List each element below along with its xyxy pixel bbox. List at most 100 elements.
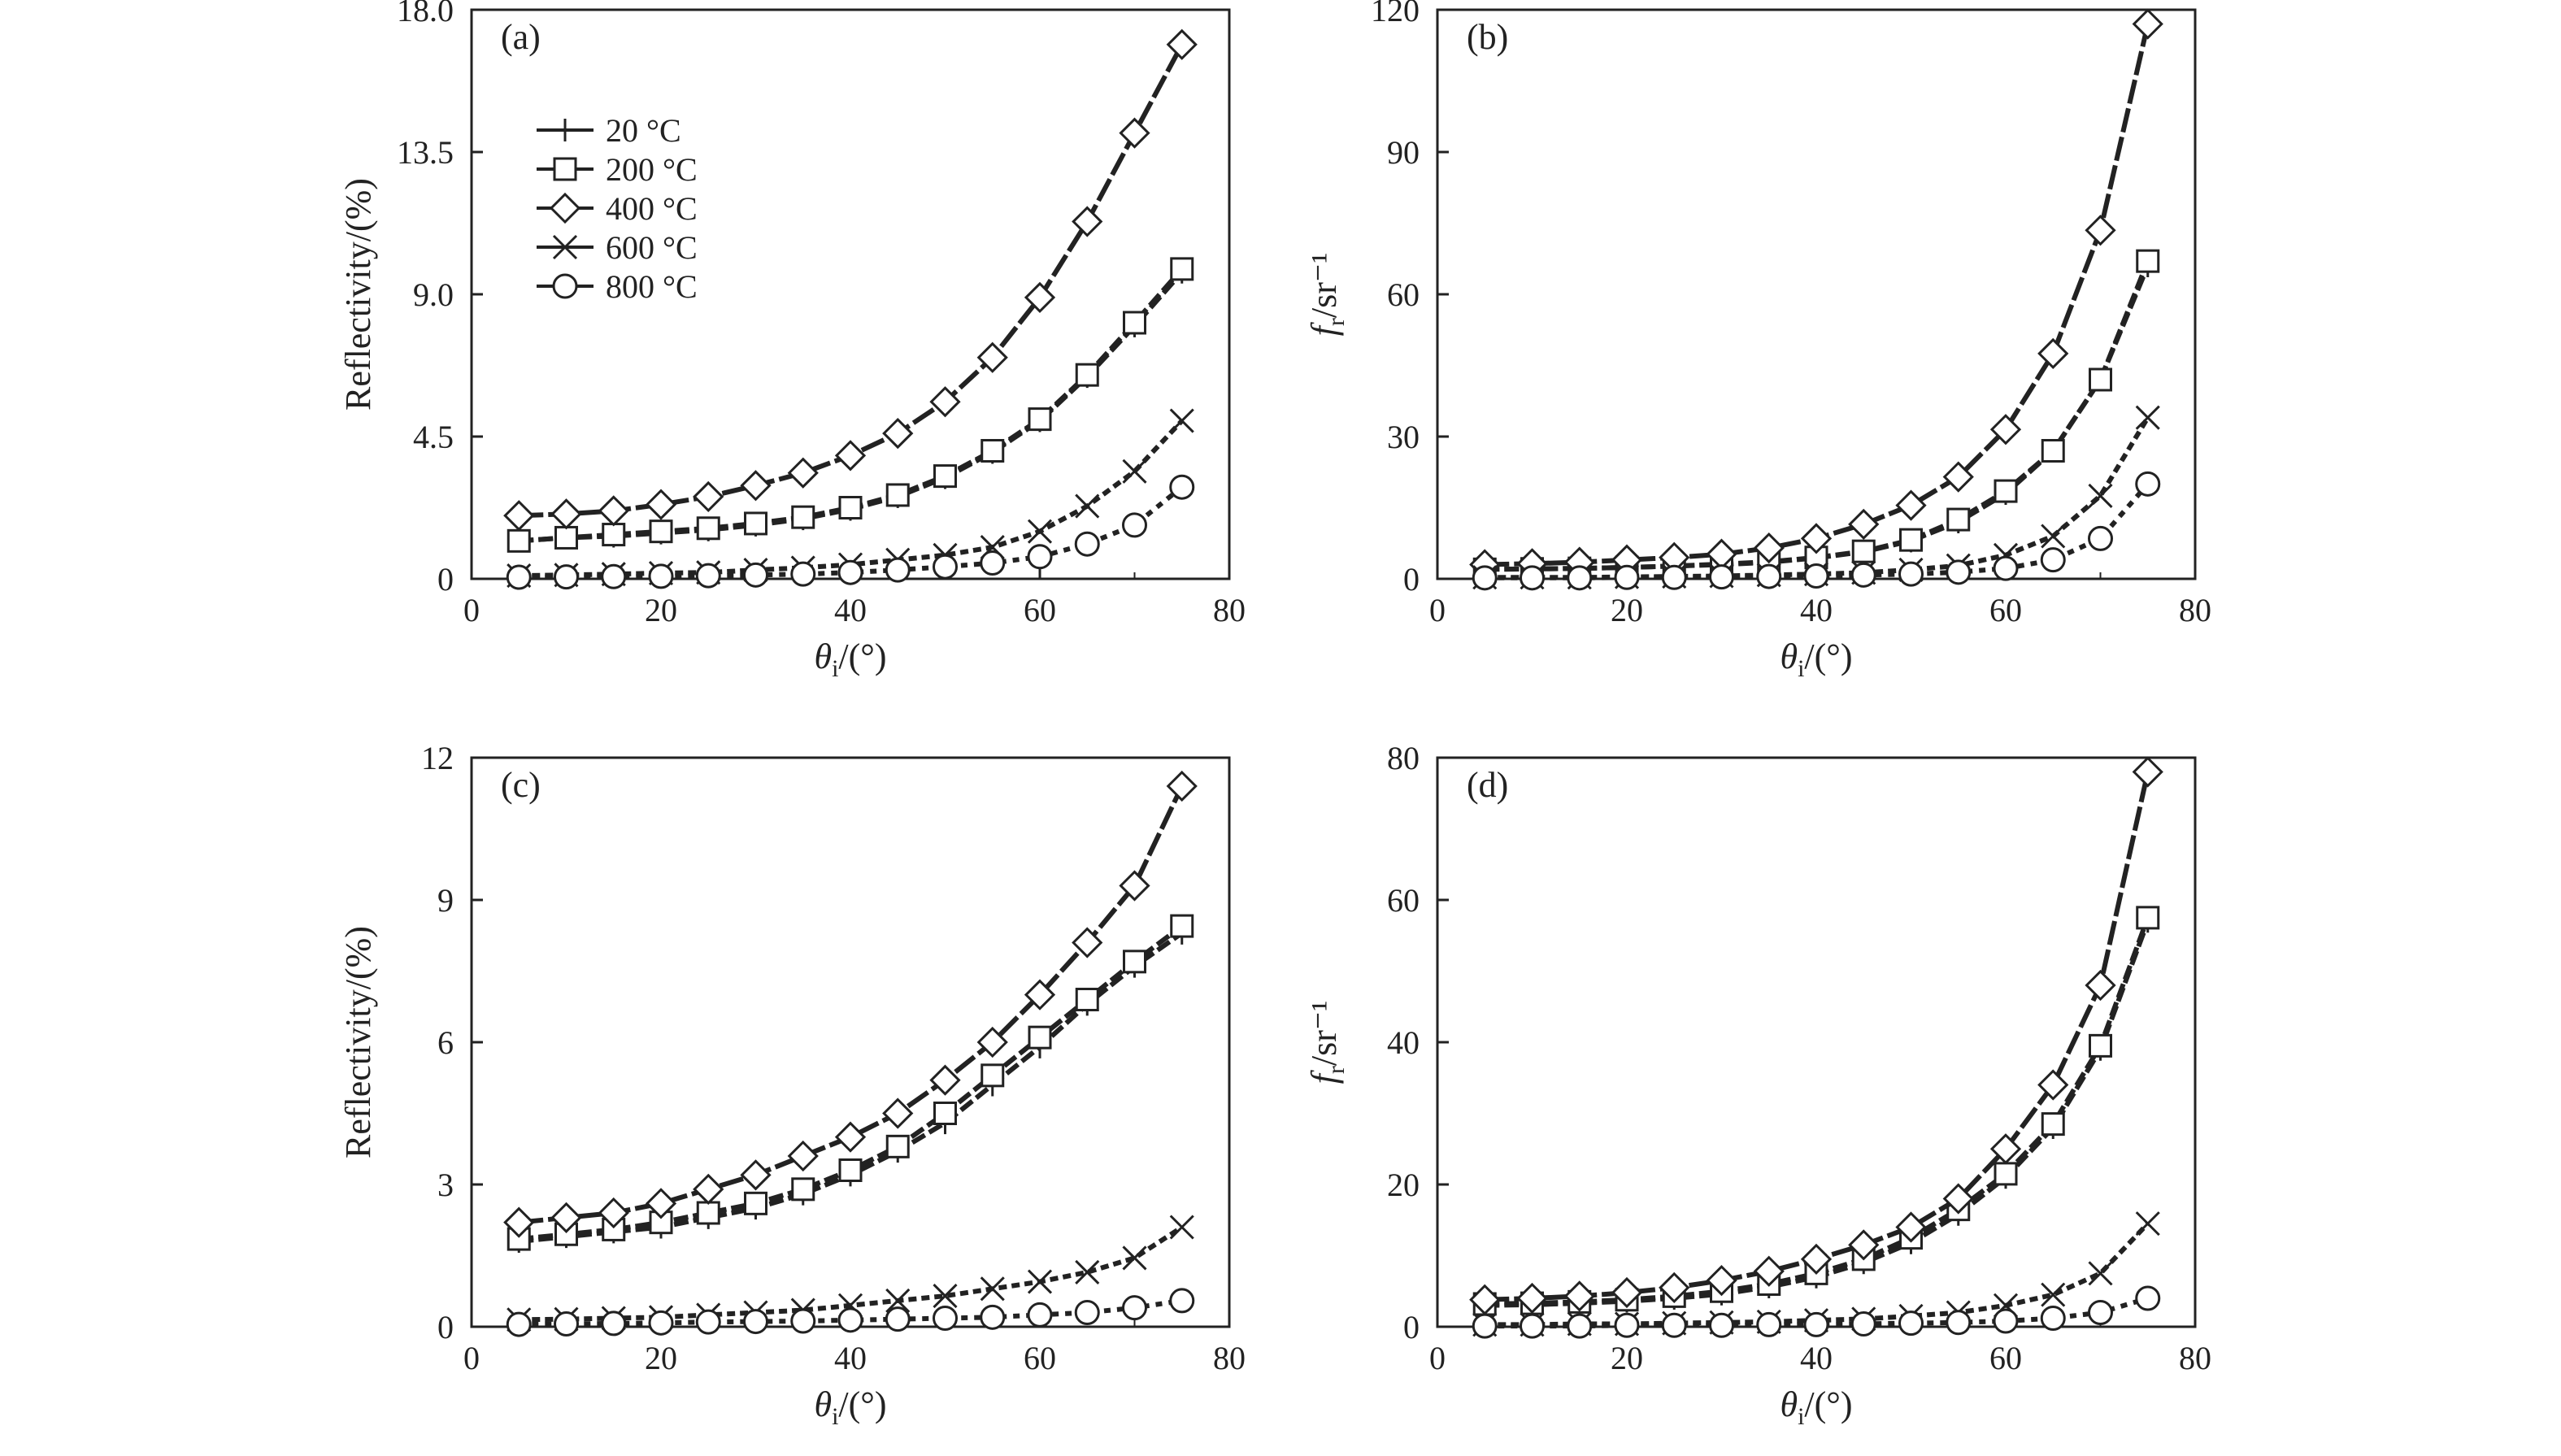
data-point — [1614, 1312, 1640, 1338]
data-point — [2136, 906, 2160, 930]
data-point — [1028, 407, 1052, 432]
legend-marker — [553, 157, 577, 181]
data-point — [980, 1304, 1006, 1330]
data-point — [787, 1140, 819, 1172]
plot-frame — [470, 8, 1231, 580]
data-point — [1567, 565, 1593, 591]
data-point — [929, 1064, 961, 1096]
data-point — [554, 1311, 579, 1336]
data-point — [933, 554, 958, 580]
data-point — [2089, 367, 2112, 392]
data-point — [2085, 969, 2116, 1002]
data-point — [554, 525, 578, 550]
data-point — [1075, 988, 1099, 1011]
data-point — [790, 1308, 816, 1334]
y-tick-label: 40 — [1387, 1024, 1420, 1061]
data-point — [1946, 1310, 1972, 1336]
x-tick-label: 60 — [1024, 1340, 1056, 1376]
data-point — [2135, 1285, 2161, 1311]
data-point — [1614, 564, 1640, 590]
data-point — [1803, 563, 1829, 589]
x-axis-label: θi/(°) — [814, 637, 886, 682]
data-point — [1706, 1265, 1737, 1297]
plot-frame — [1436, 8, 2197, 580]
data-point — [1753, 1255, 1785, 1287]
data-point — [1075, 1259, 1100, 1284]
data-point — [2037, 1069, 2069, 1101]
data-point — [1942, 1183, 1974, 1215]
data-point — [885, 1134, 910, 1158]
data-point — [834, 440, 867, 472]
data-point — [980, 1063, 1005, 1088]
data-point — [1850, 1311, 1876, 1336]
data-point — [743, 1309, 768, 1335]
x-tick-label: 20 — [1611, 592, 1643, 628]
data-point — [2040, 547, 2066, 573]
series-line — [519, 931, 1184, 1244]
x-tick-label: 80 — [2179, 1340, 2211, 1376]
data-point — [1024, 281, 1056, 314]
data-point — [1709, 1312, 1734, 1338]
x-tick-label: 20 — [1611, 1340, 1643, 1376]
data-point — [1075, 493, 1100, 519]
data-point — [1170, 257, 1194, 281]
data-point — [1027, 1269, 1053, 1294]
data-point — [1567, 1313, 1593, 1339]
data-point — [2041, 1112, 2065, 1137]
x-tick-label: 0 — [463, 592, 480, 628]
data-point — [2085, 215, 2116, 246]
data-point — [744, 1191, 767, 1215]
data-point — [2132, 8, 2163, 40]
data-point — [2132, 756, 2163, 788]
y-tick-label: 9 — [437, 882, 454, 919]
data-point — [2088, 1261, 2113, 1286]
data-point — [1074, 1300, 1100, 1325]
data-point — [1946, 507, 1971, 532]
data-point — [1119, 870, 1150, 902]
data-point — [1122, 1295, 1147, 1321]
series-line — [1485, 771, 2150, 1302]
x-tick-label: 0 — [1429, 592, 1446, 628]
y-tick-label: 3 — [437, 1167, 454, 1203]
series-circle — [1472, 1285, 2161, 1339]
plot-frame — [470, 756, 1231, 1328]
legend-label: 200 °C — [606, 151, 698, 188]
data-point — [506, 1311, 532, 1337]
y-tick-label: 13.5 — [397, 134, 454, 171]
chart-panel: 0 20 40 60 80 0 3 6 9 12 θi/(°) Reflectivity/(%) (c) — [338, 740, 1246, 1430]
x-tick-label: 40 — [1800, 592, 1833, 628]
data-point — [980, 1276, 1005, 1302]
y-tick-label: 20 — [1387, 1167, 1420, 1203]
data-point — [550, 498, 582, 530]
x-axis-label: θi/(°) — [1780, 1384, 1852, 1430]
data-point — [506, 564, 532, 590]
data-point — [1898, 561, 1924, 587]
data-point — [1800, 523, 1833, 554]
data-point — [1993, 555, 2019, 581]
data-point — [2037, 337, 2069, 370]
y-tick-label: 80 — [1387, 740, 1420, 776]
data-point — [695, 1309, 721, 1335]
data-point — [503, 500, 535, 532]
panel-label: (d) — [1467, 765, 1508, 805]
legend-entry: 20 °C — [537, 112, 681, 149]
x-tick-label: 60 — [1989, 1340, 2022, 1376]
data-point — [1075, 363, 1099, 387]
data-point — [2040, 1306, 2066, 1331]
data-point — [1851, 539, 1876, 563]
x-tick-label: 80 — [1213, 1340, 1246, 1376]
y-tick-label: 0 — [1403, 561, 1420, 598]
data-point — [1024, 979, 1056, 1011]
data-point — [1027, 519, 1053, 544]
y-tick-label: 18.0 — [397, 0, 454, 28]
y-tick-label: 12 — [421, 740, 454, 776]
series-line — [519, 924, 1184, 1242]
data-point — [1803, 1311, 1829, 1337]
data-point — [1611, 1276, 1643, 1309]
data-point — [2135, 1211, 2160, 1237]
data-point — [2089, 1033, 2112, 1058]
data-point — [1993, 1308, 2019, 1334]
data-point — [1169, 408, 1194, 433]
series-line — [1485, 23, 2150, 567]
